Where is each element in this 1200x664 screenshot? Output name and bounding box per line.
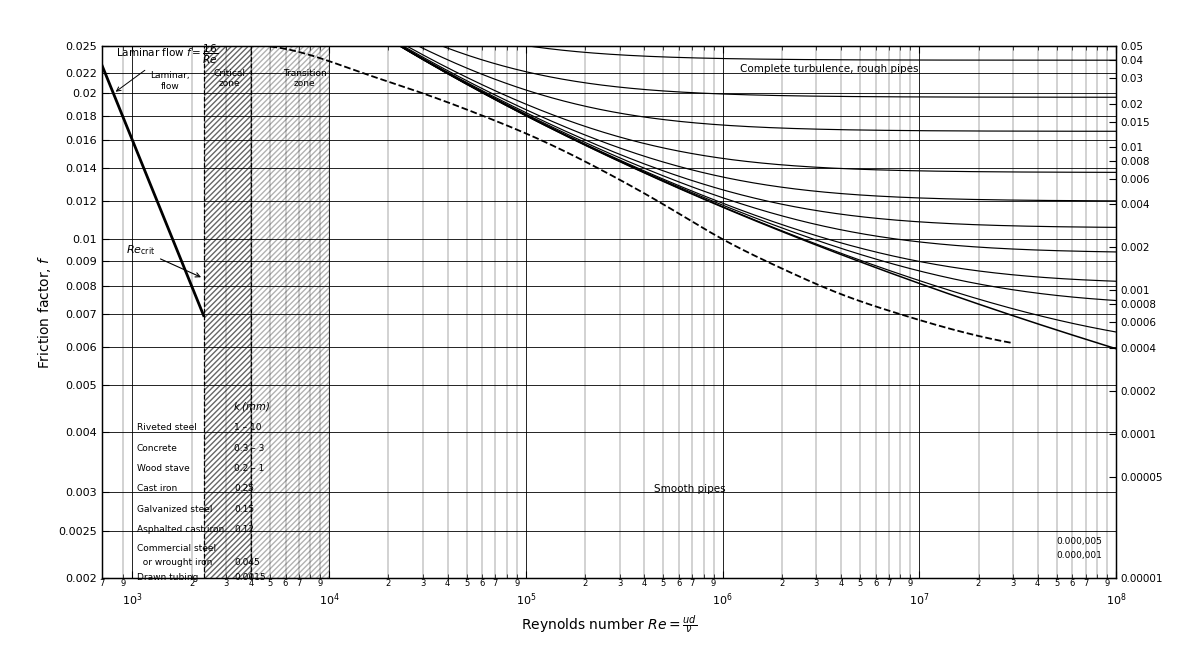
- Text: Complete turbulence, rough pipes: Complete turbulence, rough pipes: [740, 64, 919, 74]
- Text: Concrete: Concrete: [137, 444, 178, 453]
- Text: Galvanized steel: Galvanized steel: [137, 505, 212, 514]
- Text: 0.000,001: 0.000,001: [1056, 551, 1102, 560]
- Text: Critical
zone: Critical zone: [214, 68, 245, 88]
- Text: 0.3 – 3: 0.3 – 3: [234, 444, 265, 453]
- Text: Drawn tubing: Drawn tubing: [137, 573, 198, 582]
- Text: Commercial steel: Commercial steel: [137, 544, 216, 553]
- Text: 0.2 – 1: 0.2 – 1: [234, 464, 265, 473]
- Text: Cast iron: Cast iron: [137, 485, 176, 493]
- X-axis label: Reynolds number $Re = \frac{ud}{\nu}$: Reynolds number $Re = \frac{ud}{\nu}$: [521, 614, 697, 636]
- Y-axis label: Friction factor, $f$: Friction factor, $f$: [36, 255, 53, 369]
- Text: 0.0015: 0.0015: [234, 573, 266, 582]
- Text: $k$ (mm): $k$ (mm): [233, 400, 270, 413]
- Text: 0.25: 0.25: [234, 485, 254, 493]
- Text: 0.12: 0.12: [234, 525, 254, 534]
- Text: 0.000,005: 0.000,005: [1056, 537, 1102, 546]
- Text: Laminar flow $f = \dfrac{16}{Re}$: Laminar flow $f = \dfrac{16}{Re}$: [115, 42, 217, 91]
- Text: 1 – 10: 1 – 10: [234, 423, 262, 432]
- Text: Laminar,
flow: Laminar, flow: [150, 72, 190, 91]
- Text: Riveted steel: Riveted steel: [137, 423, 197, 432]
- Text: 0.045: 0.045: [234, 558, 260, 567]
- Text: $Re_{\mathrm{crit}}$: $Re_{\mathrm{crit}}$: [126, 243, 200, 277]
- Text: Asphalted cast iron: Asphalted cast iron: [137, 525, 224, 534]
- Text: Wood stave: Wood stave: [137, 464, 190, 473]
- Text: or wrought iron: or wrought iron: [137, 558, 212, 567]
- Text: Smooth pipes: Smooth pipes: [654, 484, 726, 494]
- Text: 0.15: 0.15: [234, 505, 254, 514]
- Text: Transition
zone: Transition zone: [283, 68, 326, 88]
